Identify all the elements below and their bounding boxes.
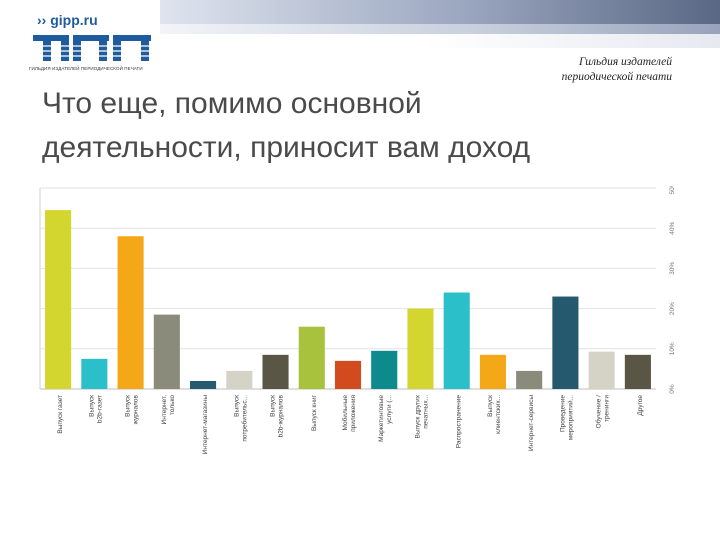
chart-category-label-line: Мобильные [341, 395, 349, 431]
chart-bar [117, 236, 144, 389]
chart-y-ticks: 0% 10% 20% 30% 40% 50% [669, 186, 676, 394]
header-gradient-band [160, 0, 720, 24]
chart-category-label-line: Маркетинговые [378, 395, 385, 442]
chart-category-label-line: печатных... [422, 395, 429, 429]
gipp-logo: ›› gipp.ru ГИЛЬДИЯ ИЗДАТЕЛЕЙ ПЕРИОДИЧЕСК… [29, 10, 157, 74]
chart-bar [552, 296, 579, 389]
chart-category-label-line: только [169, 395, 176, 415]
chart-bar [226, 370, 253, 389]
chart-category-label-line: Распространение [456, 395, 463, 449]
header-gradient-band-lower [160, 24, 720, 34]
chart-y-tick-label: 30% [669, 262, 676, 275]
chart-bar [153, 314, 180, 389]
chart-bar [334, 360, 362, 389]
chart-bar [81, 358, 108, 389]
chart-bar [262, 354, 289, 389]
gipp-logo-mark-icon [33, 32, 153, 62]
chart-category-label: Выпускпотребительс... [233, 395, 248, 442]
chart-category-label-line: услуги (... [386, 395, 393, 424]
chart-category-label: Выпуск книг [311, 394, 318, 431]
chart-bar [298, 326, 325, 389]
chart-category-label-line: потребительс... [240, 395, 248, 442]
chart-category-label: Выпуск другихпечатных... [414, 394, 429, 438]
income-bar-chart: 0%10%20%30%40%50% Выпуск газет Выпускb2b-… [39, 186, 676, 454]
chart-bar [45, 210, 72, 389]
chart-category-label: Интернет-магазины [202, 395, 209, 455]
chart-category-label-line: Выпуск [487, 395, 494, 417]
chart-bar [588, 351, 615, 389]
chart-category-label: Интернет-сервисы [528, 395, 535, 451]
chart-category-label: Мобильныеприложения [341, 395, 357, 432]
chart-category-label-line: Интернет, [161, 395, 168, 425]
chart-category-label-line: Выпуск [88, 395, 95, 417]
chart-category-label: Выпускb2b-журналов [270, 394, 285, 437]
chart-category-label-line: Проведение [559, 395, 566, 432]
guild-line-1: Гильдия издателей [578, 56, 672, 68]
chart-bar [371, 350, 398, 389]
chart-category-label-line: Интернет-магазины [202, 395, 209, 455]
chart-category-label-line: Обучение / [595, 395, 603, 429]
chart-category-label: Интернет,только [161, 395, 176, 425]
chart-category-label: Обучение /тренинги [595, 395, 611, 429]
chart-category-label-line: Выпуск [233, 395, 240, 417]
chart-category-label-line: Интернет-сервисы [528, 395, 535, 451]
chart-bar [190, 380, 217, 389]
chart-category-label: Выпуск газет [57, 395, 64, 434]
chart-category-label-line: Выпуск газет [57, 395, 64, 434]
chart-category-label: Выпускклиентских... [487, 395, 502, 434]
chart-bar [479, 354, 506, 389]
chart-bar [407, 308, 434, 389]
chart-y-tick-label: 10% [669, 342, 676, 355]
chart-bar [443, 292, 470, 389]
logo-text: ›› gipp.ru [37, 12, 98, 28]
slide-title: Что еще, помимо основной деятельности, п… [42, 82, 682, 170]
header-gradient-band-light [425, 34, 720, 48]
chart-category-label-line: b2b-журналов [278, 394, 285, 437]
chart-y-tick-label: 50% [669, 186, 676, 195]
chart-category-label: Выпускжурналов [125, 394, 140, 424]
chart-bar [516, 370, 543, 389]
chart-category-label-line: Выпуск [270, 395, 277, 417]
chart-y-tick-label: 0% [669, 384, 676, 394]
chart-category-labels: Выпуск газет Выпускb2b-газет Выпускжурнало… [57, 394, 644, 454]
chart-category-label: Распространение [456, 395, 463, 449]
slide-title-line-2: деятельности, приносит вам доход [42, 131, 531, 164]
chart-category-label-line: приложения [350, 395, 357, 432]
slide-title-line-1: Что еще, помимо основной [42, 87, 422, 120]
logo-caption: ГИЛЬДИЯ ИЗДАТЕЛЕЙ ПЕРИОДИЧЕСКОЙ ПЕЧАТИ [29, 66, 143, 71]
chart-category-label: Проведениемероприятий... [559, 395, 574, 441]
chart-bar [624, 354, 651, 389]
chart-category-label-line: журналов [133, 394, 140, 424]
chart-category-label-line: b2b-газет [96, 395, 103, 423]
guild-line-2: периодической печати [561, 71, 672, 83]
chart-category-label: Выпускb2b-газет [88, 395, 103, 423]
chart-category-label-line: Выпуск [125, 395, 132, 417]
chart-category-label: Маркетинговыеуслуги (... [378, 395, 393, 442]
chart-category-label-line: Выпуск книг [311, 394, 318, 431]
chart-category-label-line: клиентских... [495, 395, 502, 434]
chart-category-label: Другое [637, 395, 644, 416]
chart-category-label-line: тренинги [604, 395, 611, 422]
chart-bars [45, 210, 651, 389]
chart-category-label-line: Другое [637, 395, 644, 416]
chart-category-label-line: мероприятий... [566, 395, 574, 440]
chart-category-label-line: Выпуск других [414, 394, 421, 438]
chart-y-tick-label: 20% [669, 302, 676, 315]
guild-name: Гильдия издателей периодической печати [562, 55, 672, 85]
chart-y-tick-label: 40% [669, 221, 676, 234]
